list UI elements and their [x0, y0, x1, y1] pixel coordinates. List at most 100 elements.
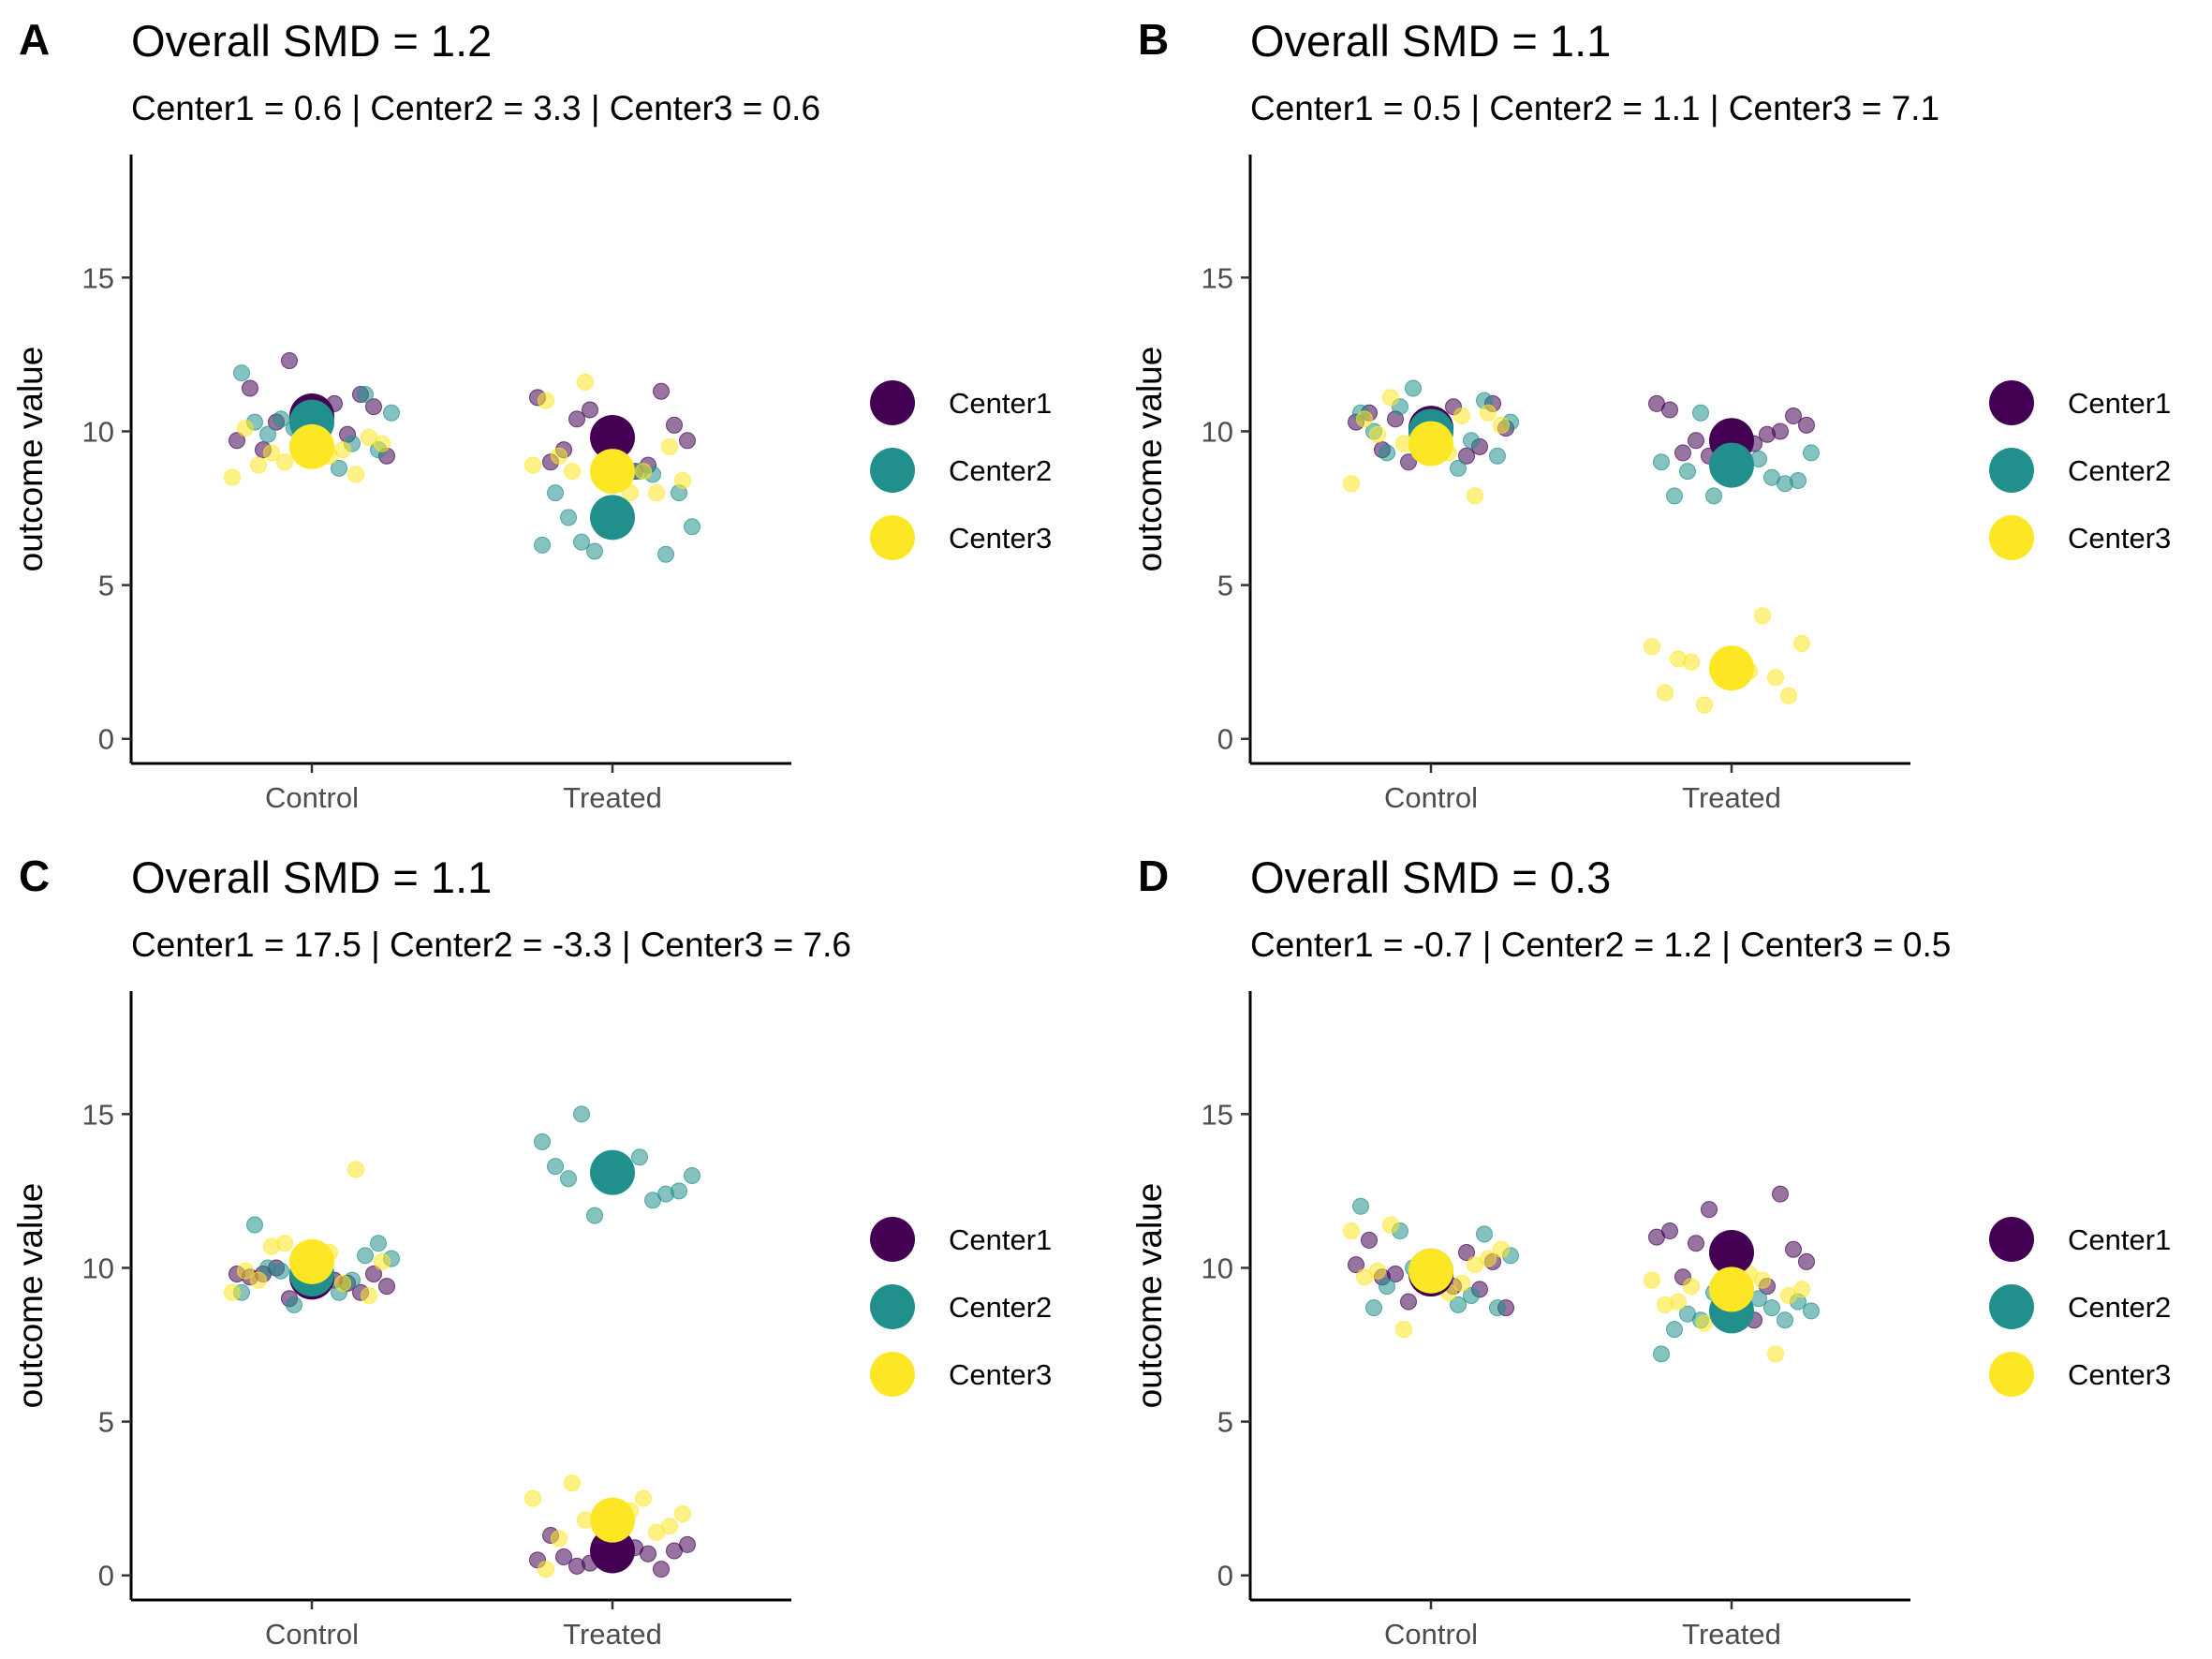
panel-title: Overall SMD = 1.1: [131, 852, 492, 902]
legend-label-center2: Center2: [949, 1291, 1052, 1324]
point-center3: [1670, 650, 1687, 668]
point-center2: [657, 545, 674, 563]
y-tick-label: 5: [98, 1406, 114, 1439]
point-center2: [1763, 468, 1780, 486]
y-tick-label: 15: [82, 261, 114, 294]
point-center2: [534, 536, 551, 554]
y-tick-label: 5: [98, 570, 114, 602]
point-center2: [1692, 404, 1709, 422]
point-center3: [635, 463, 652, 481]
point-center3: [347, 466, 364, 483]
panel-d: D Overall SMD = 0.3 Center1 = -0.7 | Cente…: [1130, 852, 2171, 1651]
point-center3: [1480, 1250, 1497, 1267]
mean-point-center1: [1709, 1230, 1754, 1276]
point-center2: [286, 1296, 302, 1313]
point-center3: [1780, 687, 1797, 704]
point-center3: [551, 1530, 568, 1548]
point-center2: [631, 1148, 648, 1166]
point-center2: [1489, 1299, 1506, 1317]
point-center3: [1480, 404, 1497, 422]
y-tick-label: 10: [82, 1252, 114, 1284]
point-center1: [1387, 1266, 1404, 1283]
point-center2: [1405, 379, 1422, 397]
y-tick-label: 0: [98, 1560, 114, 1592]
point-center1: [1785, 1240, 1802, 1258]
point-center3: [1657, 684, 1674, 702]
point-center3: [237, 1262, 254, 1280]
point-center2: [1489, 447, 1506, 465]
point-center1: [679, 432, 696, 450]
legend-label-center3: Center3: [949, 522, 1052, 555]
legend-key-center2: [1989, 448, 2034, 493]
point-center3: [1467, 487, 1483, 505]
point-center2: [547, 484, 564, 502]
point-center1: [1701, 1201, 1718, 1219]
point-center1: [653, 1561, 670, 1578]
panel-title: Overall SMD = 0.3: [1250, 852, 1611, 902]
x-tick-label: Treated: [1682, 781, 1781, 814]
point-center2: [1365, 1299, 1382, 1317]
point-center2: [573, 1105, 590, 1123]
point-center3: [1767, 1345, 1784, 1363]
point-center2: [1653, 453, 1670, 471]
point-center1: [229, 432, 245, 450]
legend-key-center1: [870, 380, 915, 425]
point-center2: [357, 1247, 374, 1265]
y-tick-label: 5: [1217, 1406, 1233, 1439]
legend-label-center3: Center3: [2068, 522, 2171, 555]
legend-label-center2: Center2: [2068, 1291, 2171, 1324]
point-center2: [259, 425, 276, 443]
point-center3: [1453, 1274, 1470, 1292]
y-tick-label: 15: [82, 1098, 114, 1131]
point-center2: [644, 1192, 661, 1209]
panel-subtitle: Center1 = -0.7 | Center2 = 1.2 | Center3…: [1250, 926, 1951, 964]
x-tick-label: Control: [265, 781, 359, 814]
point-center3: [1493, 416, 1510, 434]
panel-subtitle: Center1 = 17.5 | Center2 = -3.3 | Center…: [131, 926, 851, 964]
panel-tag: A: [19, 15, 50, 64]
point-center2: [586, 1207, 603, 1224]
point-center2: [1763, 1299, 1780, 1317]
y-tick-label: 0: [1217, 723, 1233, 756]
mean-point-center3: [289, 1238, 334, 1284]
mean-point-center2: [590, 1149, 635, 1195]
point-center3: [1343, 475, 1360, 493]
point-center1: [679, 1535, 696, 1553]
mean-point-center2: [1709, 442, 1754, 488]
point-center2: [1476, 1225, 1493, 1243]
point-center2: [1463, 432, 1480, 450]
x-tick-label: Treated: [563, 1618, 662, 1651]
point-center3: [361, 1287, 377, 1304]
y-tick-label: 10: [82, 415, 114, 448]
point-center2: [1450, 459, 1467, 477]
point-center1: [1688, 432, 1704, 450]
point-center3: [674, 471, 691, 489]
point-center2: [273, 410, 289, 428]
point-center2: [1705, 487, 1722, 505]
point-center1: [1361, 1231, 1378, 1249]
point-center1: [653, 382, 670, 400]
point-center1: [1400, 453, 1417, 471]
point-center1: [582, 401, 598, 419]
panel-title: Overall SMD = 1.1: [1250, 16, 1611, 66]
point-center3: [276, 1235, 293, 1252]
point-center3: [250, 456, 267, 474]
mean-point-center1: [590, 415, 635, 461]
point-center3: [374, 1252, 391, 1270]
point-center3: [1395, 1321, 1412, 1339]
panel-b: B Overall SMD = 1.1 Center1 = 0.5 | Center…: [1130, 15, 2171, 814]
point-center3: [524, 1489, 541, 1507]
point-center2: [560, 1170, 577, 1188]
point-center1: [1785, 407, 1802, 425]
point-center3: [674, 1505, 691, 1523]
panel-tag: B: [1138, 15, 1169, 64]
panel-c: C Overall SMD = 1.1 Center1 = 17.5 | Cente…: [11, 852, 1052, 1651]
legend-label-center2: Center2: [2068, 454, 2171, 487]
point-center2: [1777, 1311, 1793, 1329]
point-center2: [259, 1259, 276, 1277]
point-center2: [1379, 1278, 1395, 1296]
mean-point-center3: [289, 423, 334, 469]
y-tick-label: 10: [1202, 1252, 1233, 1284]
point-center3: [538, 1561, 554, 1578]
point-center3: [1670, 1293, 1687, 1311]
